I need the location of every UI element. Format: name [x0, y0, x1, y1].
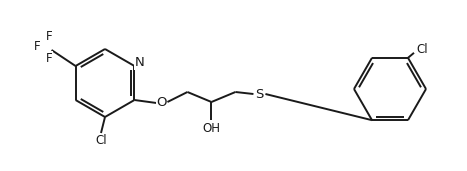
- Text: O: O: [156, 95, 167, 109]
- Text: F: F: [46, 51, 53, 64]
- Text: OH: OH: [203, 122, 220, 135]
- Text: S: S: [255, 88, 264, 101]
- Text: F: F: [34, 40, 41, 52]
- Text: Cl: Cl: [95, 135, 107, 148]
- Text: Cl: Cl: [416, 43, 428, 56]
- Text: F: F: [46, 30, 53, 43]
- Text: N: N: [134, 56, 144, 69]
